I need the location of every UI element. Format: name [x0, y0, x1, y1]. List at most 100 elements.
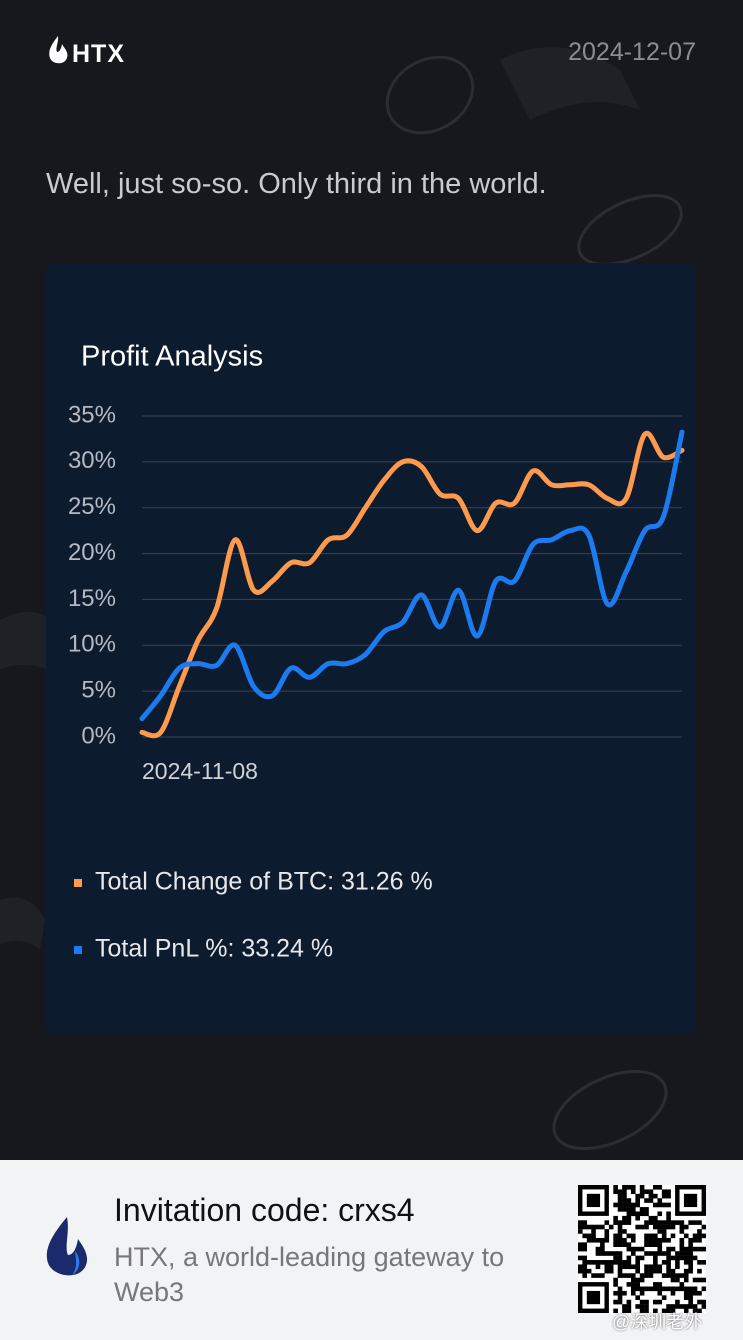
qr-module	[626, 1242, 632, 1247]
qr-module	[648, 1242, 654, 1247]
qr-module	[692, 1246, 698, 1252]
qr-module	[635, 1260, 640, 1265]
qr-module	[613, 1299, 618, 1305]
qr-module	[666, 1255, 671, 1261]
qr-module	[617, 1286, 623, 1292]
qr-module	[661, 1189, 667, 1195]
qr-module	[648, 1264, 654, 1270]
qr-module	[679, 1246, 685, 1252]
qr-module	[648, 1268, 654, 1274]
qr-module	[701, 1224, 706, 1230]
qr-module	[657, 1185, 663, 1190]
qr-module	[701, 1246, 706, 1252]
y-tick-label: 10%	[68, 631, 116, 658]
qr-module	[666, 1220, 671, 1225]
qr-module	[692, 1304, 698, 1309]
qr-module	[586, 1233, 592, 1239]
qr-module	[683, 1304, 689, 1309]
qr-module	[582, 1255, 588, 1261]
qr-module	[617, 1251, 623, 1256]
qr-module	[679, 1224, 685, 1230]
qr-module	[670, 1304, 676, 1309]
qr-module	[613, 1308, 618, 1313]
qr-module	[639, 1185, 645, 1190]
qr-module	[688, 1246, 693, 1252]
qr-module	[591, 1233, 596, 1239]
qr-module	[617, 1233, 623, 1239]
background-decor	[385, 55, 683, 1151]
qr-module	[639, 1286, 645, 1292]
qr-module	[591, 1260, 596, 1265]
qr-module	[683, 1290, 689, 1296]
qr-module	[613, 1185, 618, 1190]
qr-module	[657, 1211, 663, 1217]
qr-module	[679, 1286, 685, 1292]
x-tick-label: 2024-11-08	[142, 758, 258, 784]
qr-module	[697, 1277, 702, 1283]
qr-module	[675, 1273, 680, 1278]
qr-module	[595, 1251, 601, 1256]
qr-module	[688, 1255, 693, 1261]
y-tick-label: 35%	[68, 401, 116, 428]
qr-module	[635, 1268, 640, 1274]
qr-module	[657, 1198, 663, 1203]
qr-module	[661, 1229, 667, 1234]
qr-module	[604, 1220, 610, 1225]
qr-module	[670, 1268, 676, 1274]
qr-module	[688, 1237, 693, 1243]
qr-module	[648, 1233, 654, 1239]
qr-module	[670, 1220, 676, 1225]
qr-module	[617, 1242, 623, 1247]
qr-module	[617, 1264, 623, 1270]
qr-module	[683, 1286, 689, 1292]
qr-module	[679, 1304, 685, 1309]
qr-module	[613, 1237, 618, 1243]
qr-module	[670, 1246, 676, 1252]
qr-module	[657, 1237, 663, 1243]
qr-module	[683, 1277, 689, 1283]
qr-module	[578, 1224, 583, 1230]
qr-module	[644, 1268, 649, 1274]
qr-module	[617, 1229, 623, 1234]
qr-module	[578, 1229, 583, 1234]
qr-module	[617, 1193, 623, 1199]
watermark: @深圳老外	[612, 1312, 703, 1332]
qr-module	[648, 1273, 654, 1278]
qr-module	[639, 1193, 645, 1199]
qr-module	[688, 1286, 693, 1292]
qr-module	[653, 1202, 658, 1208]
y-tick-label: 25%	[68, 493, 116, 520]
qr-module	[635, 1193, 640, 1199]
qr-module	[644, 1198, 649, 1203]
qr-finder	[683, 1193, 698, 1208]
qr-module	[675, 1220, 680, 1225]
qr-module	[697, 1237, 702, 1243]
legend-label: Total PnL %: 33.24 %	[95, 935, 333, 963]
qr-module	[622, 1215, 627, 1221]
qr-module	[630, 1277, 636, 1283]
qr-module	[675, 1299, 680, 1305]
qr-module	[644, 1264, 649, 1270]
qr-module	[617, 1260, 623, 1265]
qr-module	[630, 1202, 636, 1208]
qr-module	[626, 1255, 632, 1261]
qr-module	[666, 1304, 671, 1309]
qr-module	[697, 1299, 702, 1305]
qr-module	[644, 1242, 649, 1247]
qr-module	[578, 1264, 583, 1270]
qr-module	[630, 1185, 636, 1190]
qr-module	[630, 1189, 636, 1195]
qr-module	[578, 1268, 583, 1274]
qr-module	[586, 1260, 592, 1265]
qr-module	[617, 1268, 623, 1274]
qr-module	[644, 1189, 649, 1195]
qr-module	[595, 1246, 601, 1252]
qr-module	[666, 1189, 671, 1195]
qr-module	[653, 1185, 658, 1190]
qr-module	[613, 1202, 618, 1208]
qr-module	[622, 1260, 627, 1265]
qr-module	[644, 1308, 649, 1313]
qr-module	[630, 1273, 636, 1278]
qr-module	[679, 1255, 685, 1261]
qr-module	[648, 1193, 654, 1199]
